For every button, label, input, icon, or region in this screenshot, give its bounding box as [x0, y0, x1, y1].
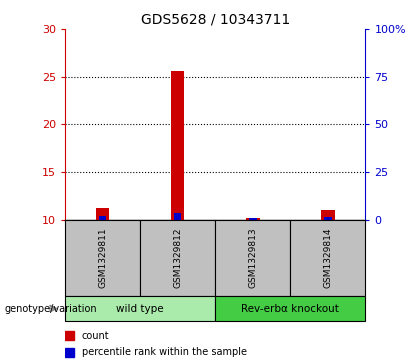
Bar: [324, 217, 332, 220]
Text: GSM1329811: GSM1329811: [98, 227, 107, 288]
Bar: [249, 218, 257, 220]
Bar: [174, 213, 181, 220]
Bar: [290, 220, 365, 296]
Bar: [65, 220, 140, 296]
Bar: [246, 218, 260, 220]
Bar: [321, 210, 335, 220]
Text: GSM1329814: GSM1329814: [323, 228, 332, 288]
Text: genotype/variation: genotype/variation: [4, 303, 97, 314]
Text: percentile rank within the sample: percentile rank within the sample: [81, 347, 247, 357]
Text: wild type: wild type: [116, 303, 164, 314]
Bar: [65, 331, 73, 340]
Text: count: count: [81, 331, 109, 340]
Bar: [215, 220, 290, 296]
Text: Rev-erbα knockout: Rev-erbα knockout: [241, 303, 339, 314]
Text: GSM1329812: GSM1329812: [173, 228, 182, 288]
Title: GDS5628 / 10343711: GDS5628 / 10343711: [141, 12, 290, 26]
Bar: [171, 71, 184, 220]
Bar: [65, 348, 73, 357]
Text: GSM1329813: GSM1329813: [248, 227, 257, 288]
Bar: [140, 220, 215, 296]
Bar: [96, 208, 109, 220]
Bar: [65, 296, 215, 321]
Bar: [215, 296, 365, 321]
Bar: [99, 216, 106, 220]
